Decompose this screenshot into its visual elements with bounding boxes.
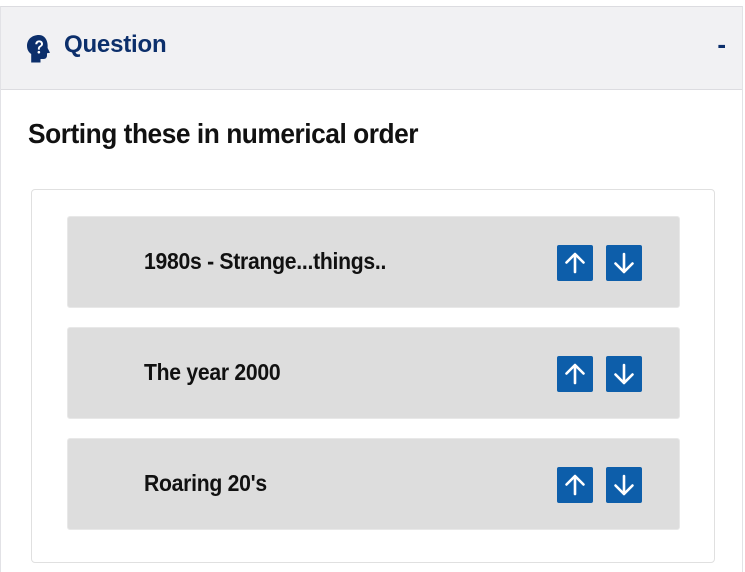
question-panel: Question - Sorting these in numerical or… <box>0 6 743 572</box>
sortable-item-label: Roaring 20's <box>144 470 267 496</box>
sortable-item[interactable]: 1980s - Strange...things.. <box>67 216 680 308</box>
arrow-down-icon <box>614 474 634 496</box>
panel-title: Question <box>64 31 167 58</box>
move-up-button[interactable] <box>557 245 593 281</box>
move-down-button[interactable] <box>606 245 642 281</box>
move-up-button[interactable] <box>557 467 593 503</box>
arrow-up-icon <box>565 252 585 274</box>
sortable-list: 1980s - Strange...things.. The year 2000 <box>31 189 715 563</box>
question-prompt: Sorting these in numerical order <box>28 118 419 149</box>
sortable-item[interactable]: Roaring 20's <box>67 438 680 530</box>
move-down-button[interactable] <box>606 356 642 392</box>
panel-header[interactable]: Question - <box>1 7 742 90</box>
sortable-item-label: 1980s - Strange...things.. <box>144 248 387 274</box>
move-down-button[interactable] <box>606 467 642 503</box>
move-up-button[interactable] <box>557 356 593 392</box>
sortable-item[interactable]: The year 2000 <box>67 327 680 419</box>
collapse-button[interactable]: - <box>717 29 726 59</box>
arrow-up-icon <box>565 474 585 496</box>
arrow-down-icon <box>614 252 634 274</box>
arrow-down-icon <box>614 363 634 385</box>
sortable-item-label: The year 2000 <box>144 359 281 385</box>
question-circle-icon <box>26 34 52 64</box>
arrow-up-icon <box>565 363 585 385</box>
